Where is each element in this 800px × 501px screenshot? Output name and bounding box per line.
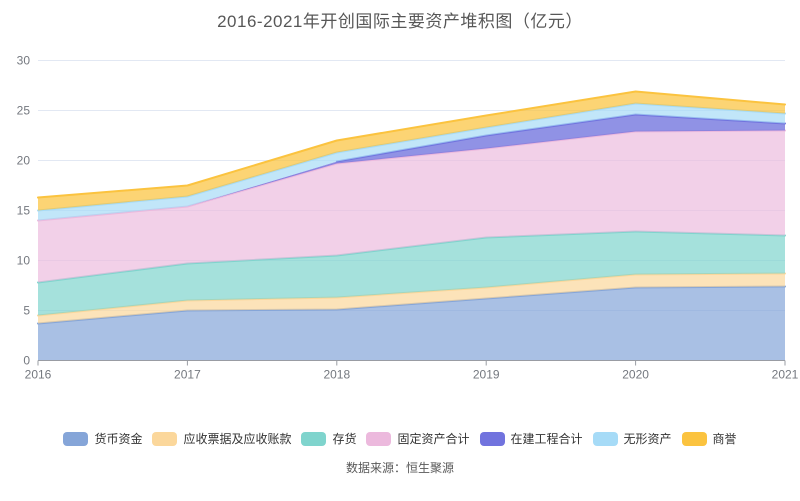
legend-label: 应收票据及应收账款: [183, 432, 292, 446]
series-area[interactable]: [38, 273, 785, 324]
legend-label: 固定资产合计: [397, 432, 470, 446]
legend-label: 货币资金: [94, 432, 143, 446]
legend: 货币资金 应收票据及应收账款 存货 固定资产合计 在建工程合计 无形资产 商誉: [0, 432, 800, 446]
legend-marker-icon: [592, 432, 618, 446]
chart-title: 2016-2021年开创国际主要资产堆积图（亿元）: [217, 12, 583, 31]
legend-marker-icon: [479, 432, 505, 446]
legend-item-4[interactable]: 在建工程合计: [479, 432, 583, 446]
x-axis-label: 2019: [473, 368, 500, 382]
series-area[interactable]: [38, 231, 785, 316]
legend-marker-icon: [301, 432, 327, 446]
legend-marker-icon: [152, 432, 178, 446]
y-axis-label: 20: [17, 154, 31, 168]
legend-item-3[interactable]: 固定资产合计: [366, 432, 470, 446]
series-area[interactable]: [38, 130, 785, 283]
stacked-area-chart: 2016 2017 2018 2019 2020 2021 0 5 10 15 20 25 30: [17, 54, 799, 382]
x-axis-label: 2021: [772, 368, 799, 382]
legend-marker-icon: [366, 432, 392, 446]
y-axis-label: 5: [23, 304, 30, 318]
series-area[interactable]: [38, 103, 785, 221]
legend-label: 在建工程合计: [510, 432, 583, 446]
series-area[interactable]: [38, 114, 785, 221]
legend-item-1[interactable]: 应收票据及应收账款: [152, 432, 291, 446]
y-axis-label: 15: [17, 204, 31, 218]
legend-item-0[interactable]: 货币资金: [63, 432, 142, 446]
legend-item-6[interactable]: 商誉: [681, 432, 737, 446]
legend-label: 存货: [332, 432, 357, 446]
legend-item-5[interactable]: 无形资产: [592, 432, 672, 446]
series-area[interactable]: [38, 286, 785, 361]
data-source: 数据来源：恒生聚源: [345, 461, 454, 475]
y-axis-label: 25: [17, 104, 31, 118]
legend-item-2[interactable]: 存货: [301, 432, 356, 446]
y-axis-label: 10: [17, 254, 31, 268]
series-line: [37, 90, 786, 199]
series-area[interactable]: [38, 91, 785, 211]
legend-marker-icon: [681, 432, 707, 446]
legend-label: 无形资产: [623, 432, 672, 446]
legend-label: 商誉: [712, 432, 737, 446]
x-axis-label: 2016: [25, 368, 52, 382]
y-axis-label: 0: [23, 354, 30, 368]
legend-marker-icon: [63, 432, 89, 446]
x-axis-label: 2017: [174, 368, 201, 382]
y-axis-label: 30: [17, 54, 31, 68]
x-axis-label: 2018: [323, 368, 350, 382]
x-axis-label: 2020: [622, 368, 649, 382]
